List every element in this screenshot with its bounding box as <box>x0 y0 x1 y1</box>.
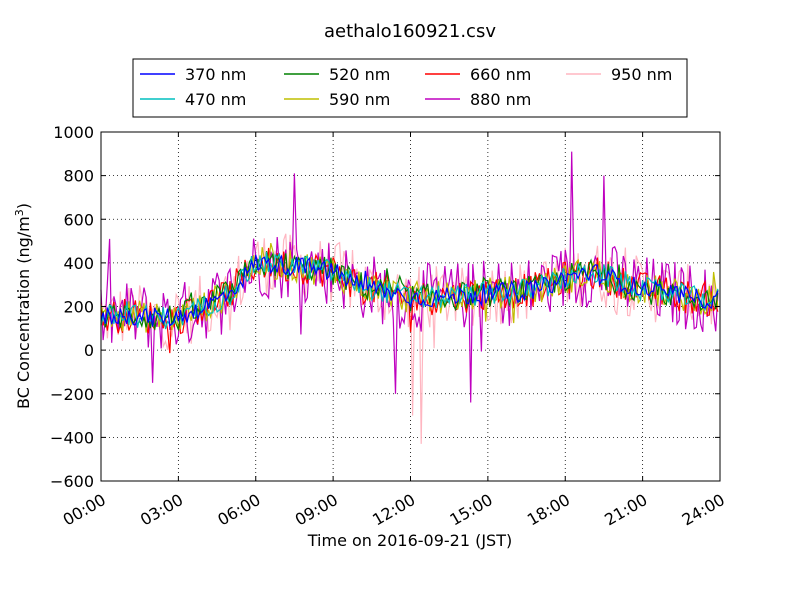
series-lines <box>100 151 719 444</box>
y-axis-label-superscript: 3 <box>13 209 26 216</box>
x-axis-label: Time on 2016-09-21 (JST) <box>307 531 512 550</box>
y-tick-label: 800 <box>63 167 94 186</box>
legend-label: 590 nm <box>329 90 390 109</box>
y-axis-label-end: ) <box>14 203 33 209</box>
y-tick-label: 0 <box>84 341 94 360</box>
y-axis-label-main: BC Concentration (ng/m <box>14 216 33 409</box>
y-tick-label: 600 <box>63 210 94 229</box>
y-tick-label: 200 <box>63 298 94 317</box>
series-line-370nm <box>100 254 719 327</box>
legend: 370 nm 470 nm 520 nm 590 nm 660 nm 880 nm 950 … <box>132 58 688 118</box>
y-tick-label: −600 <box>50 472 94 491</box>
legend-label: 470 nm <box>185 90 246 109</box>
y-axis-label: BC Concentration (ng/m3) <box>13 203 33 409</box>
series-line-470nm <box>100 252 719 330</box>
legend-label: 370 nm <box>185 65 246 84</box>
y-tick-label: 1000 <box>53 123 94 142</box>
legend-label: 950 nm <box>611 65 672 84</box>
legend-box <box>132 58 688 118</box>
y-tick-label: 400 <box>63 254 94 273</box>
legend-label: 520 nm <box>329 65 390 84</box>
y-tick-label: −200 <box>50 385 94 404</box>
y-tick-label: −400 <box>50 428 94 447</box>
chart-title: aethalo160921.csv <box>324 21 496 42</box>
series-line-660nm <box>100 247 719 354</box>
legend-label: 660 nm <box>470 65 531 84</box>
legend-label: 880 nm <box>470 90 531 109</box>
